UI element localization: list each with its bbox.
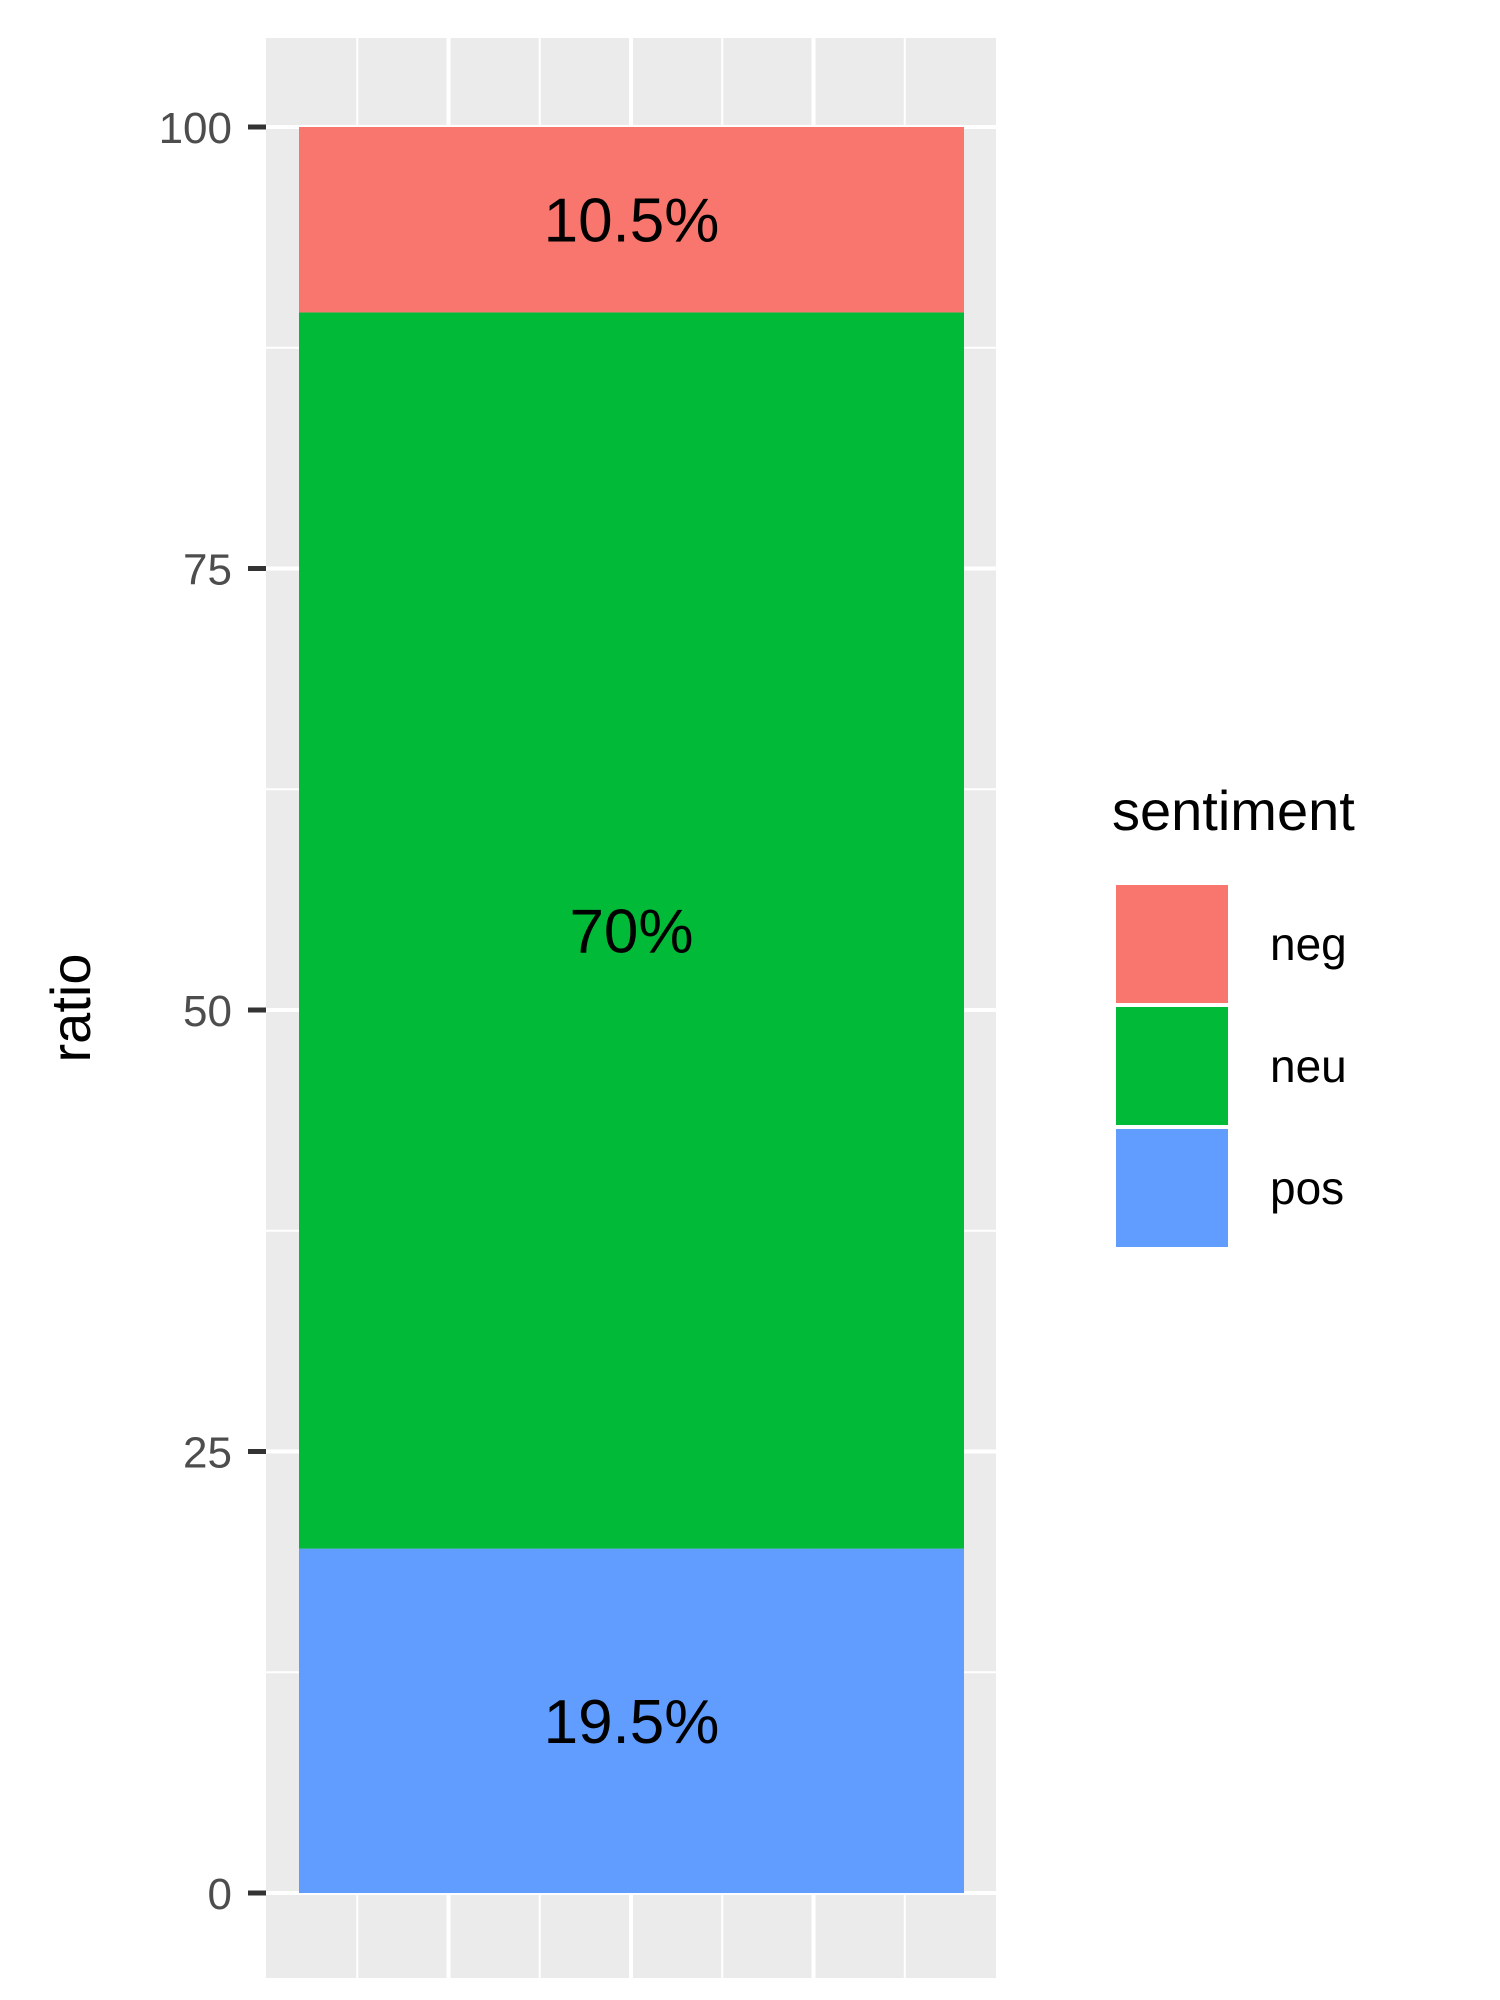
y-tick-label: 100 [159,104,232,153]
legend-label-neu: neu [1270,1040,1347,1092]
legend-label-pos: pos [1270,1162,1344,1214]
y-axis-title: ratio [39,954,102,1063]
y-tick-label: 75 [183,546,232,595]
legend-key-pos [1112,1125,1232,1251]
legend-key-neu [1112,1003,1232,1129]
bar-segment-neg [299,127,964,313]
y-axis: 0 25 50 75 100 [159,104,266,1919]
bar-label-neu: 70% [569,898,693,967]
bar-segment-pos [299,1548,964,1893]
legend: sentiment neg neu pos [1112,779,1355,1251]
bar-label-pos: 19.5% [544,1688,720,1757]
y-tick-label: 50 [183,987,232,1036]
legend-title: sentiment [1112,779,1355,842]
bar-segment-neu [299,312,964,1549]
y-tick-label: 0 [208,1870,232,1919]
bar-segments [299,127,964,1893]
bar-label-neg: 10.5% [544,187,720,256]
legend-key-neg [1112,881,1232,1007]
legend-label-neg: neg [1270,918,1347,970]
y-tick-label: 25 [183,1429,232,1478]
bar-labels: 19.5% 70% 10.5% [544,187,720,1757]
